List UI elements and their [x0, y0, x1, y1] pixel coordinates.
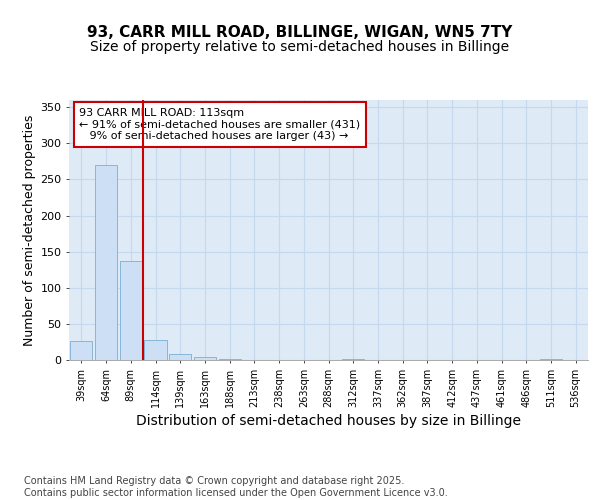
Bar — [194, 357, 216, 360]
Text: Size of property relative to semi-detached houses in Billinge: Size of property relative to semi-detach… — [91, 40, 509, 54]
Bar — [218, 358, 241, 360]
Text: Contains HM Land Registry data © Crown copyright and database right 2025.
Contai: Contains HM Land Registry data © Crown c… — [24, 476, 448, 498]
Bar — [95, 165, 117, 360]
Y-axis label: Number of semi-detached properties: Number of semi-detached properties — [23, 114, 36, 346]
Bar — [119, 261, 142, 360]
Text: 93, CARR MILL ROAD, BILLINGE, WIGAN, WN5 7TY: 93, CARR MILL ROAD, BILLINGE, WIGAN, WN5… — [88, 25, 512, 40]
Bar — [70, 340, 92, 360]
Bar — [540, 358, 562, 360]
Bar — [169, 354, 191, 360]
Bar — [145, 340, 167, 360]
X-axis label: Distribution of semi-detached houses by size in Billinge: Distribution of semi-detached houses by … — [136, 414, 521, 428]
Text: 93 CARR MILL ROAD: 113sqm
← 91% of semi-detached houses are smaller (431)
   9% : 93 CARR MILL ROAD: 113sqm ← 91% of semi-… — [79, 108, 361, 141]
